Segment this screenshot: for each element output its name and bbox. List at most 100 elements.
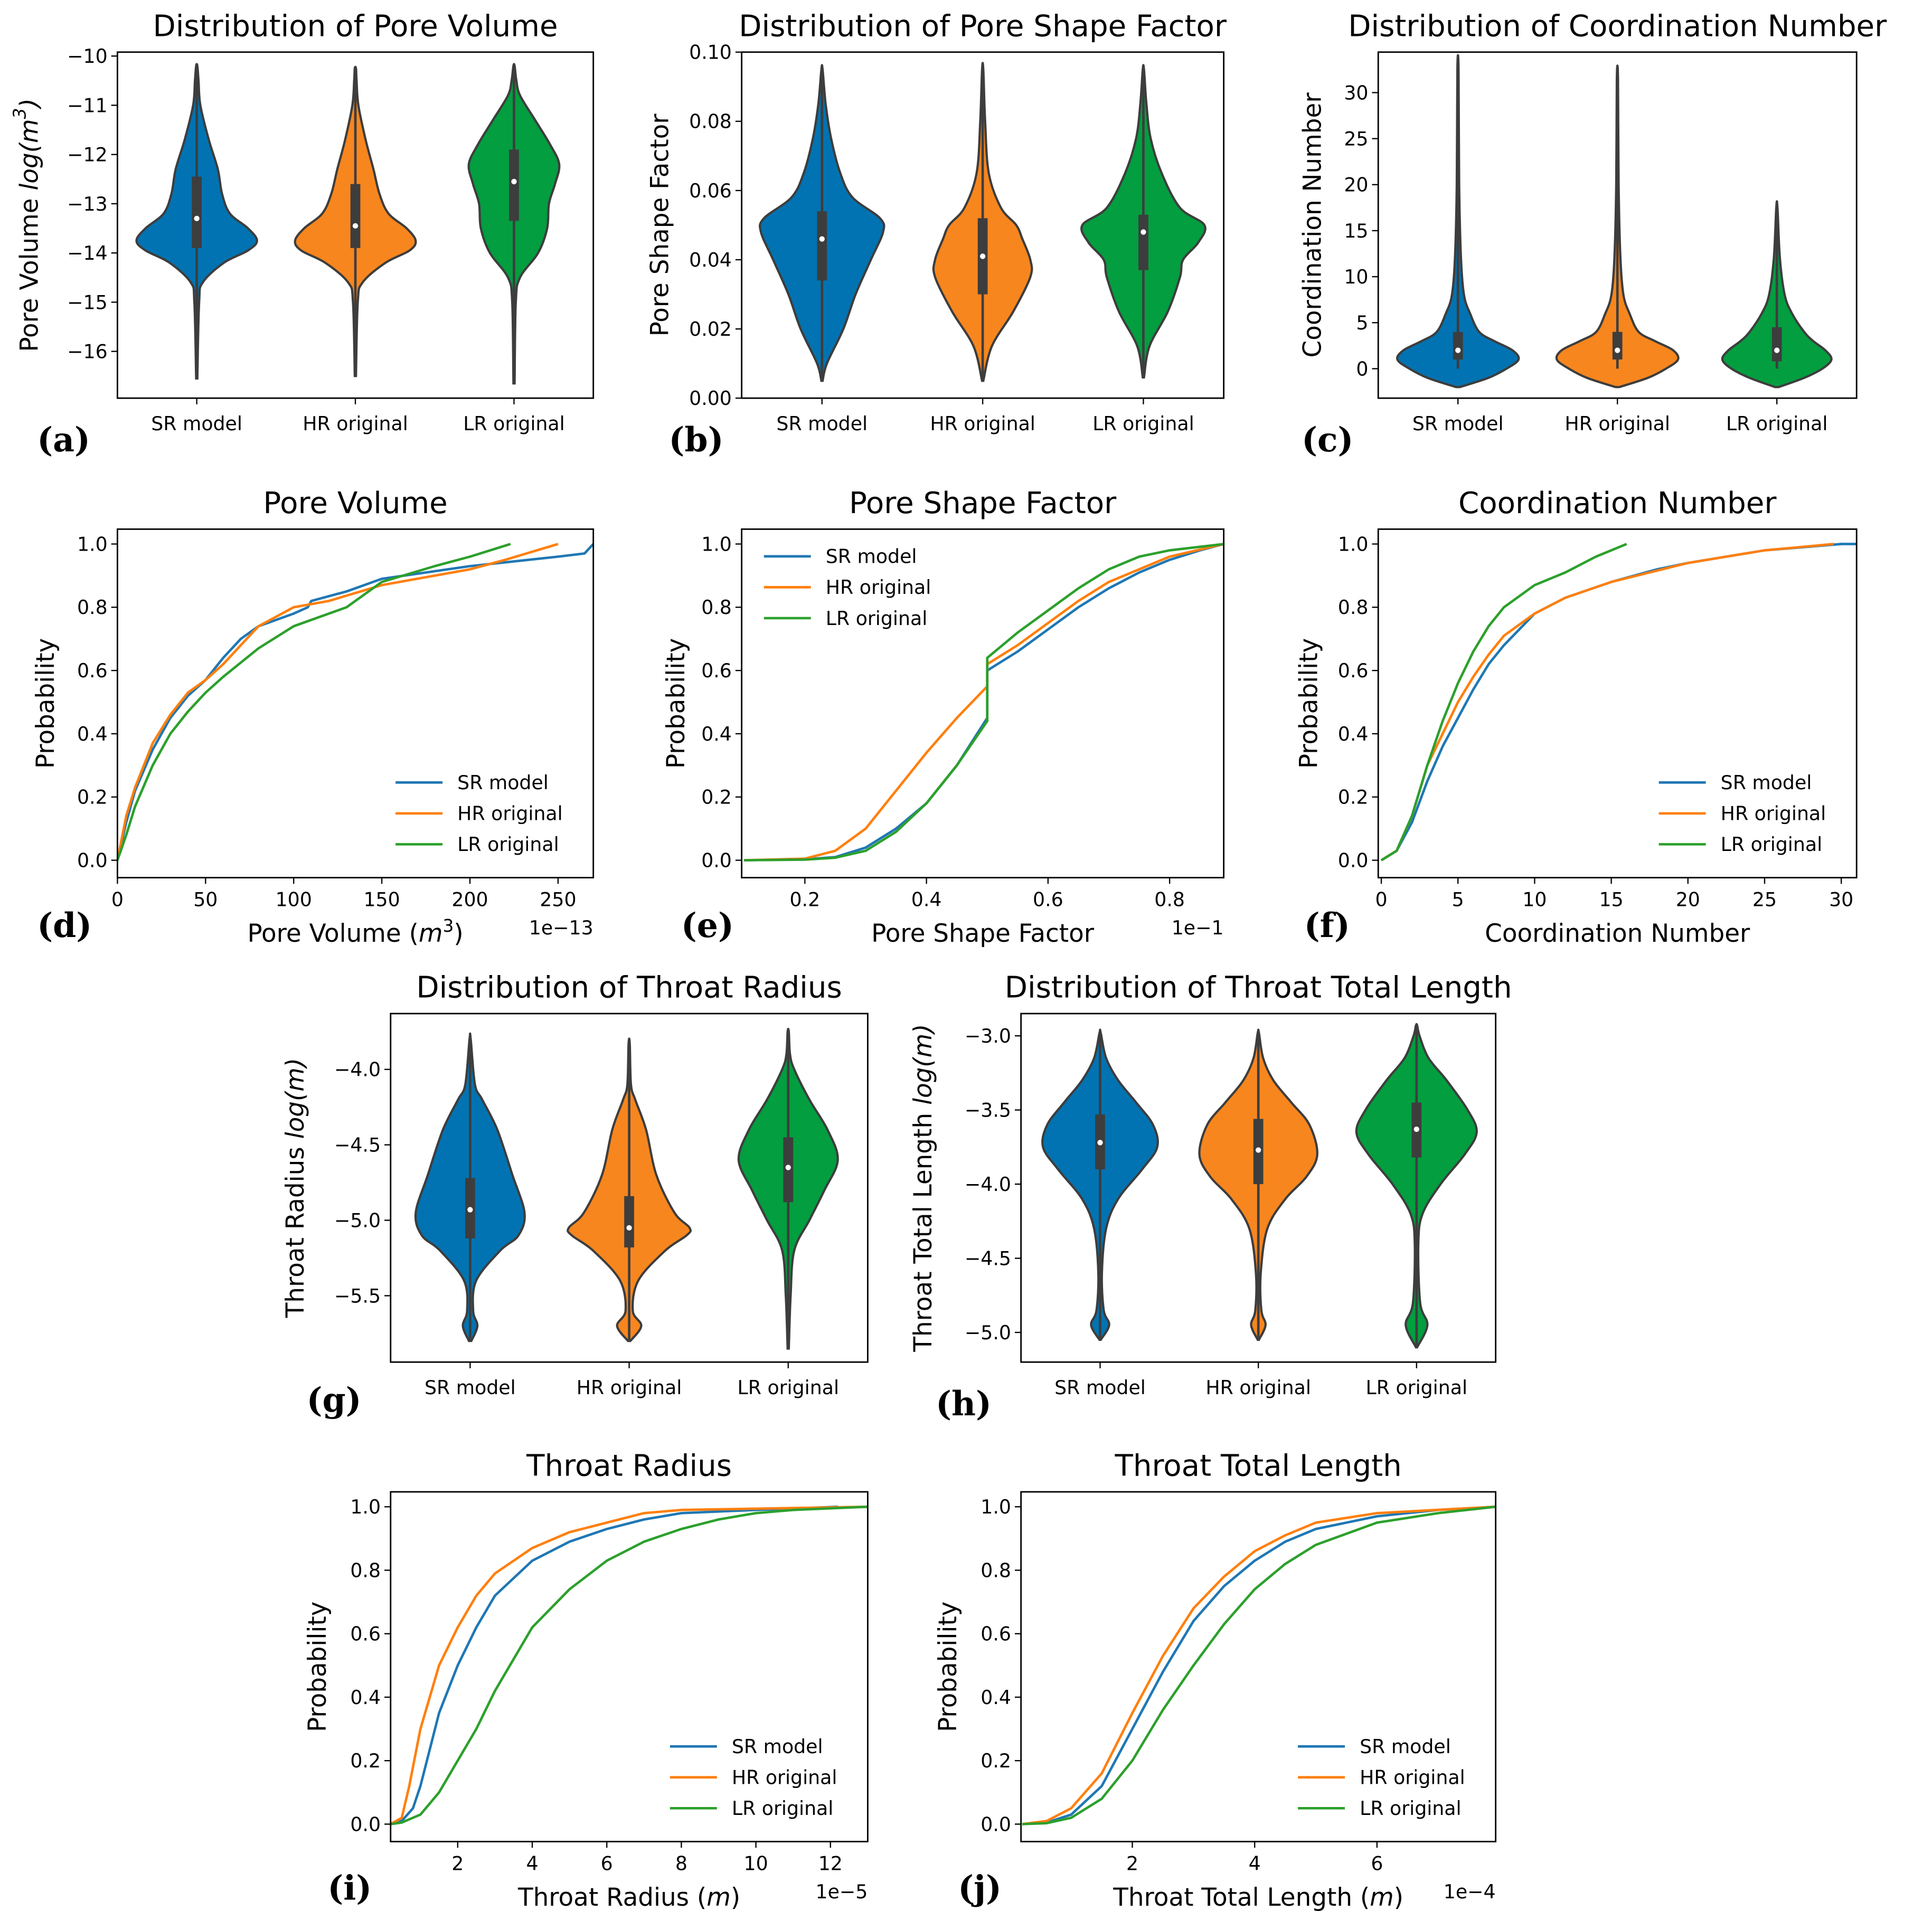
x-axis-label-part: Throat Radius (	[517, 1884, 706, 1911]
y-tick-label: 0.8	[77, 596, 108, 619]
y-tick-label: −4.5	[334, 1134, 381, 1157]
violin-median-dot	[467, 1207, 473, 1213]
y-tick-label: −4.5	[965, 1247, 1011, 1270]
y-tick-label: 0.02	[689, 318, 732, 340]
x-tick-label: 10	[1522, 888, 1547, 911]
y-tick-label: 20	[1344, 174, 1368, 196]
y-axis-label-part: Probability	[31, 638, 60, 769]
chart-title: Distribution of Throat Radius	[416, 971, 842, 1005]
panel-f: Coordination Number (f) Probability 0.0 0.2 0…	[1295, 486, 1858, 948]
y-tick-label: −4.0	[334, 1058, 381, 1081]
violin-iqr-box	[192, 176, 202, 248]
cdf-line-hr-original	[1022, 1505, 1496, 1825]
y-axis-label: Probability	[303, 1602, 332, 1732]
y-tick-label: −15	[67, 291, 108, 314]
legend-label: HR original	[457, 802, 563, 825]
x-tick-label: 20	[1676, 888, 1700, 911]
legend-label: HR original	[1360, 1766, 1465, 1789]
y-tick-label: −3.5	[965, 1099, 1011, 1122]
violin-iqr-box	[350, 184, 361, 248]
y-tick-label: 1.0	[981, 1496, 1011, 1518]
x-tick-label: 0.4	[911, 888, 942, 911]
y-tick-label: 0.08	[689, 110, 732, 133]
chart-title: Distribution of Coordination Number	[1348, 9, 1887, 43]
violin-median-dot	[626, 1225, 632, 1231]
violin-iqr-box	[1612, 332, 1623, 360]
y-axis-label: Probability	[31, 638, 60, 769]
x-axis-label: Coordination Number	[1485, 920, 1750, 948]
x-tick-label: HR original	[1205, 1376, 1311, 1399]
axes-frame	[1020, 1013, 1497, 1363]
x-tick-label: 4	[526, 1852, 538, 1875]
y-axis-label: Throat Total Length log(m)	[909, 1024, 938, 1352]
y-axis-label-part: )	[15, 98, 44, 109]
x-tick-label: 200	[451, 888, 488, 911]
y-tick-label: 1.0	[77, 533, 108, 555]
y-tick-label: −5.5	[334, 1284, 381, 1307]
x-axis-label-part: Throat Total Length (	[1113, 1884, 1370, 1911]
legend: SR model HR original LR original	[764, 545, 931, 630]
x-tick-label: 6	[601, 1852, 613, 1875]
y-axis-label-part: Coordination Number	[1298, 92, 1327, 358]
panel-label: (e)	[681, 906, 734, 945]
panel-c: Distribution of Coordination Number (c) Co…	[1298, 9, 1887, 459]
x-tick-label: SR model	[425, 1376, 516, 1399]
x-axis-label-part: 3	[442, 916, 454, 936]
x-axis-label-part: )	[1394, 1884, 1403, 1911]
x-tick-label: HR original	[577, 1376, 682, 1399]
y-tick-label: 1.0	[1338, 533, 1369, 555]
x-tick-label: LR original	[1092, 412, 1194, 435]
panel-e: Pore Shape Factor (e) Probability 0.0 0.2 0.4…	[662, 486, 1225, 948]
x-offset-text: 1e−5	[816, 1880, 868, 1903]
axes-frame	[741, 528, 1225, 878]
axes-frame	[116, 528, 595, 878]
panel-g: Distribution of Throat Radius (g) Throat R…	[281, 971, 869, 1420]
y-axis-label: Probability	[662, 638, 690, 769]
violin-median-dot	[1774, 347, 1780, 353]
y-tick-label: 0.8	[701, 596, 732, 619]
axes-frame	[741, 51, 1225, 399]
y-axis-label-part: 3	[10, 108, 30, 119]
panel-a: Distribution of Pore Volume (a) Pore Volum…	[10, 9, 595, 459]
x-tick-label: 150	[363, 888, 400, 911]
legend-label: LR original	[732, 1797, 833, 1820]
axes-frame	[116, 51, 595, 399]
y-tick-label: 0.06	[689, 179, 732, 202]
y-axis-label-part: Probability	[1295, 638, 1323, 769]
y-tick-label: −16	[67, 340, 108, 363]
chart-title: Coordination Number	[1458, 486, 1777, 521]
y-tick-label: 0.04	[689, 249, 732, 271]
y-axis-label-part: Pore Volume	[15, 191, 44, 352]
x-axis-label-part: Pore Volume (	[247, 920, 418, 948]
y-tick-label: 0.8	[350, 1559, 381, 1582]
violin-iqr-box	[1771, 327, 1782, 362]
x-tick-label: SR model	[1054, 1376, 1146, 1399]
x-tick-label: 12	[818, 1852, 843, 1875]
legend-label: LR original	[826, 607, 927, 630]
x-axis-label-part: )	[454, 920, 463, 948]
legend-label: SR model	[732, 1735, 823, 1758]
legend-label: SR model	[457, 771, 549, 794]
y-tick-label: 0.2	[350, 1749, 381, 1772]
x-tick-label: LR original	[738, 1376, 839, 1399]
panel-j: Throat Total Length (j) Probability 0.0 0.2 0…	[934, 1449, 1497, 1911]
x-tick-label: HR original	[930, 412, 1035, 435]
axes-frame	[1377, 528, 1858, 878]
y-tick-label: 0	[1356, 357, 1368, 380]
legend: SR model HR original LR original	[395, 771, 563, 856]
violin-median-dot	[1255, 1147, 1261, 1153]
x-axis-label-part: Coordination Number	[1485, 920, 1750, 948]
y-tick-label: −11	[67, 94, 108, 117]
y-tick-label: 0.8	[981, 1559, 1011, 1582]
legend-label: SR model	[826, 545, 917, 568]
y-tick-label: −14	[67, 242, 108, 264]
x-offset-text: 1e−1	[1172, 916, 1224, 939]
y-axis-label-part: Throat Total Length	[909, 1105, 938, 1352]
y-tick-label: 0.4	[701, 723, 732, 745]
cdf-line-lr-original	[390, 1505, 868, 1825]
y-tick-label: 0.00	[689, 387, 732, 410]
y-axis-label: Coordination Number	[1298, 92, 1327, 358]
x-tick-label: 100	[276, 888, 312, 911]
violin-iqr-box	[1453, 332, 1463, 360]
